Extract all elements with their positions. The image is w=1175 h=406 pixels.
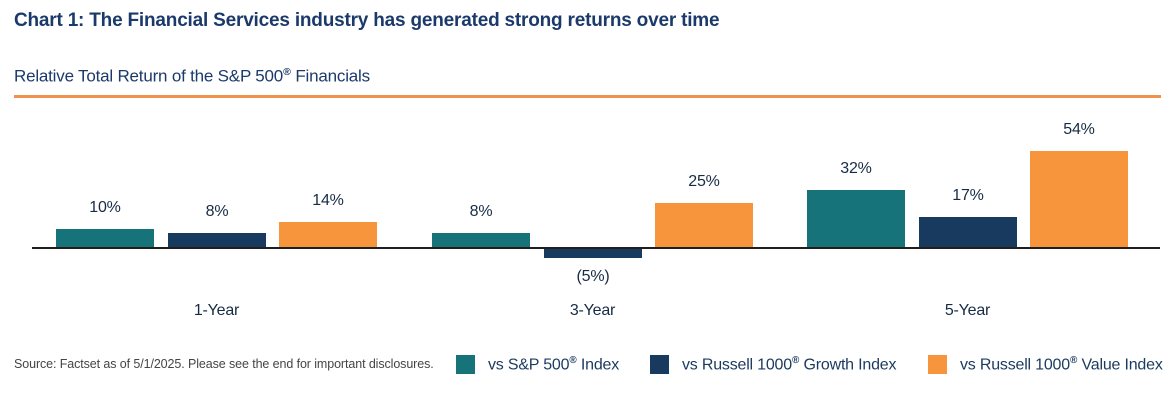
bar-cell: 8% bbox=[432, 112, 530, 332]
bar-group: 32% 17% 54% 5-Year bbox=[807, 112, 1128, 332]
legend-label-text: Growth Index bbox=[799, 356, 897, 374]
bar-group: 8% (5%) 25% 3-Year bbox=[432, 112, 753, 332]
legend-swatch bbox=[456, 355, 475, 374]
legend-item: vs S&P 500® Index bbox=[456, 354, 619, 375]
category-label: 3-Year bbox=[569, 302, 616, 319]
bar bbox=[655, 202, 753, 247]
bar-cell: 32% bbox=[807, 112, 905, 332]
bar-value-label: 32% bbox=[840, 160, 872, 178]
bar-value-label: (5%) bbox=[576, 267, 610, 285]
registered-mark: ® bbox=[283, 66, 291, 78]
bar-cell: 8% bbox=[168, 112, 266, 332]
legend-swatch bbox=[928, 355, 947, 374]
bar bbox=[1030, 151, 1128, 247]
legend-label: vs S&P 500® Index bbox=[488, 355, 619, 374]
x-axis-line bbox=[32, 247, 1160, 249]
chart-subtitle: Relative Total Return of the S&P 500® Fi… bbox=[14, 66, 370, 87]
bar-group: 10% 8% 14% 1-Year bbox=[56, 112, 377, 332]
chart-subtitle-text: Relative Total Return of the S&P 500 bbox=[14, 66, 284, 86]
category-label: 5-Year bbox=[944, 302, 991, 319]
legend-item: vs Russell 1000® Value Index bbox=[928, 354, 1163, 375]
bar bbox=[544, 249, 642, 258]
bar-value-label: 8% bbox=[469, 202, 493, 220]
bar-cell: (5%) bbox=[544, 112, 642, 332]
bar bbox=[168, 232, 266, 247]
bar-value-label: 25% bbox=[688, 172, 720, 190]
bar-cell: 25% bbox=[655, 112, 753, 332]
legend-label-text: vs S&P 500 bbox=[488, 356, 570, 374]
registered-mark: ® bbox=[791, 354, 800, 366]
bar bbox=[432, 232, 530, 247]
bar-cell: 14% bbox=[279, 112, 377, 332]
bar-value-label: 54% bbox=[1063, 121, 1095, 139]
bar-value-label: 17% bbox=[952, 186, 984, 204]
legend-swatch bbox=[650, 355, 669, 374]
page-title: Chart 1: The Financial Services industry… bbox=[14, 10, 720, 31]
bar bbox=[919, 216, 1017, 247]
chart-area: 10% 8% 14% 1-Year 8% (5%) 25% 3-Year 32% 17% 54% 5-… bbox=[32, 112, 1160, 332]
legend-label-text: Index bbox=[576, 356, 620, 374]
bar bbox=[807, 190, 905, 247]
bar-cell: 17% bbox=[919, 112, 1017, 332]
registered-mark: ® bbox=[1069, 354, 1078, 366]
bar-value-label: 10% bbox=[89, 199, 121, 217]
legend-label: vs Russell 1000® Value Index bbox=[960, 355, 1163, 374]
source-note: Source: Factset as of 5/1/2025. Please s… bbox=[14, 357, 434, 371]
registered-mark: ® bbox=[569, 354, 577, 366]
bar-value-label: 8% bbox=[205, 202, 229, 220]
legend-label-text: Value Index bbox=[1077, 356, 1163, 374]
bar bbox=[279, 222, 377, 247]
bar bbox=[56, 229, 154, 247]
chart-subtitle-suffix: Financials bbox=[290, 66, 370, 86]
bar-value-label: 14% bbox=[312, 192, 344, 210]
bar-cell: 10% bbox=[56, 112, 154, 332]
bar-cell: 54% bbox=[1030, 112, 1128, 332]
legend-label: vs Russell 1000® Growth Index bbox=[682, 355, 896, 374]
legend-label-text: vs Russell 1000 bbox=[682, 356, 792, 374]
legend-label-text: vs Russell 1000 bbox=[960, 356, 1070, 374]
category-label: 1-Year bbox=[193, 302, 240, 319]
legend-item: vs Russell 1000® Growth Index bbox=[650, 354, 896, 375]
orange-divider-rule bbox=[14, 95, 1161, 98]
